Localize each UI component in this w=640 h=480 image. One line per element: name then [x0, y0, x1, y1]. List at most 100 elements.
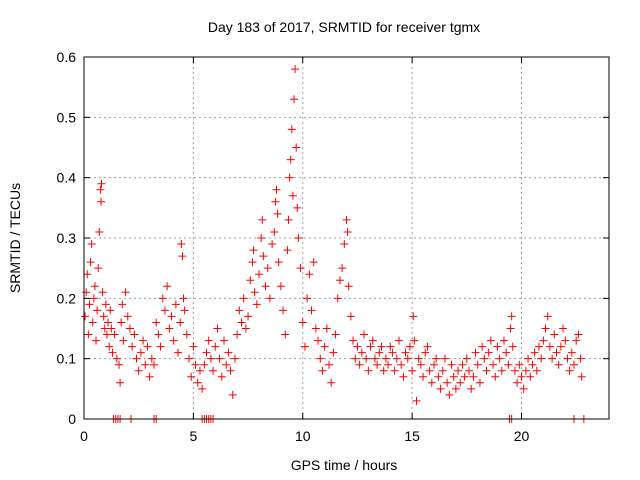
data-point [436, 384, 445, 393]
data-point [331, 330, 340, 339]
data-point [554, 360, 563, 369]
data-point [241, 324, 250, 333]
data-point [556, 342, 565, 351]
data-point [548, 354, 557, 363]
data-point [265, 294, 274, 303]
data-point [177, 240, 186, 249]
data-point [163, 282, 172, 291]
data-point [375, 348, 384, 357]
data-point [106, 306, 115, 315]
data-point [445, 390, 454, 399]
data-point [454, 366, 463, 375]
data-point [427, 378, 436, 387]
data-point [97, 197, 106, 206]
data-point [292, 143, 301, 152]
grid [84, 57, 609, 419]
data-point [179, 294, 188, 303]
data-point [482, 366, 491, 375]
data-point [572, 336, 581, 345]
data-point [257, 234, 266, 242]
data-point [401, 348, 410, 357]
data-point [357, 348, 366, 357]
data-point [200, 360, 209, 369]
data-point [322, 324, 331, 333]
data-point [252, 300, 261, 309]
data-point [421, 348, 430, 357]
data-point [187, 372, 196, 381]
data-point [102, 330, 111, 339]
data-point [552, 348, 561, 357]
data-point [521, 366, 530, 375]
data-point [250, 288, 259, 297]
data-point [139, 336, 148, 345]
data-point [506, 324, 515, 333]
data-point [85, 300, 94, 309]
data-point [169, 336, 178, 345]
data-point [497, 366, 506, 375]
data-point [119, 336, 128, 345]
data-point [416, 360, 425, 369]
data-point [288, 191, 297, 200]
data-point [189, 342, 198, 351]
data-point [220, 336, 228, 345]
data-point [559, 324, 568, 333]
y-tick-label: 0.4 [57, 170, 77, 186]
data-point [84, 330, 93, 339]
data-point [412, 396, 421, 405]
data-point [333, 294, 342, 303]
data-point [178, 252, 187, 261]
data-point [567, 348, 576, 357]
data-point [93, 306, 102, 315]
data-point [246, 276, 255, 285]
data-point [343, 227, 352, 236]
data-point [206, 354, 215, 363]
data-point [294, 234, 303, 242]
data-point [314, 336, 323, 345]
data-point [237, 318, 246, 327]
data-point [517, 372, 526, 381]
data-point [340, 240, 349, 249]
data-point [274, 258, 283, 267]
data-point [154, 330, 163, 339]
data-point [291, 65, 300, 74]
data-point [329, 348, 338, 357]
data-point [145, 372, 154, 381]
data-point [105, 342, 114, 351]
data-point [211, 342, 220, 351]
data-point [408, 366, 417, 375]
data-point [320, 342, 329, 351]
y-tick-label: 0.1 [57, 351, 77, 367]
data-point [355, 360, 364, 369]
x-tick-label: 20 [514, 428, 530, 444]
data-point [443, 378, 452, 387]
data-point [87, 240, 96, 249]
data-point [507, 312, 516, 321]
data-point [409, 312, 418, 321]
data-point [185, 354, 193, 363]
data-point [273, 209, 282, 218]
data-point [108, 348, 117, 357]
data-point [136, 348, 145, 357]
data-point [502, 348, 511, 357]
data-point [307, 306, 316, 315]
data-point [489, 360, 498, 369]
data-point [360, 330, 368, 339]
data-point [342, 215, 351, 224]
data-point [510, 366, 519, 375]
data-point [545, 342, 554, 351]
data-point [405, 342, 414, 351]
data-point [248, 258, 257, 267]
data-point [95, 227, 104, 236]
data-point [532, 366, 541, 375]
data-point [90, 282, 99, 291]
data-point [88, 318, 97, 327]
data-point [362, 354, 371, 363]
data-point [388, 348, 397, 357]
data-point [473, 360, 482, 369]
data-point [346, 312, 355, 321]
data-point [425, 366, 434, 375]
data-point [471, 348, 480, 357]
data-point [392, 354, 401, 363]
data-point [384, 360, 393, 369]
data-point [141, 360, 150, 369]
